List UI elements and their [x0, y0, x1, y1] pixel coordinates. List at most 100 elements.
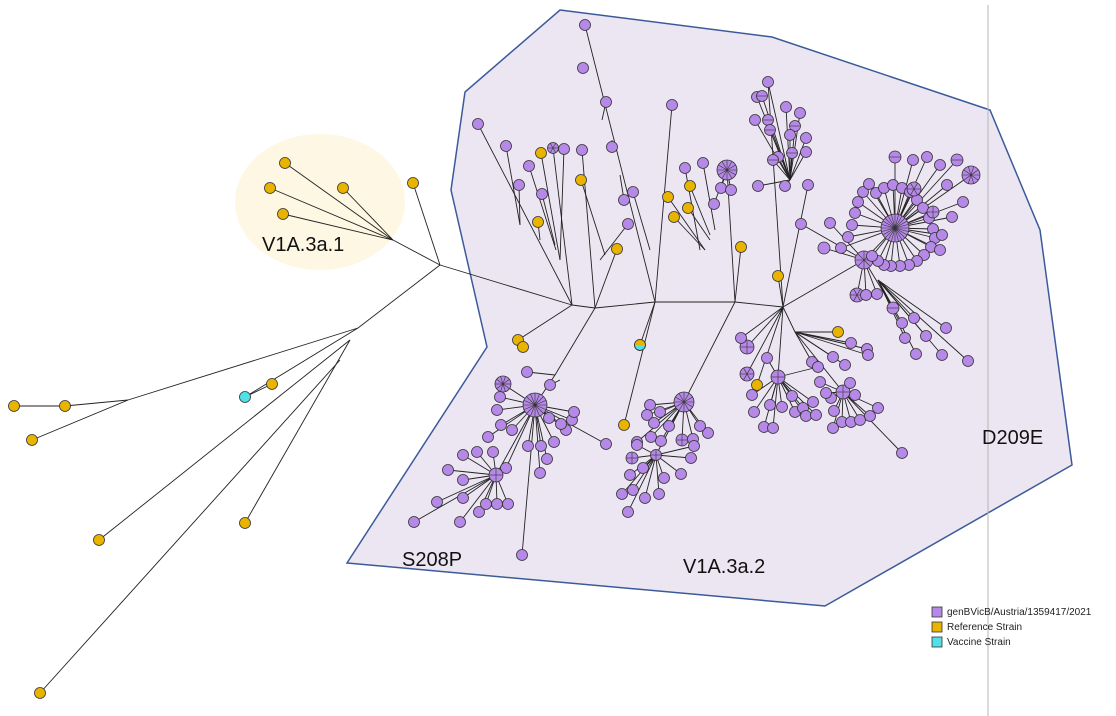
network-edge: [436, 474, 497, 503]
mutation-label-s208p: S208P: [402, 549, 462, 571]
sample-node: [697, 157, 709, 169]
sample-node: [906, 181, 922, 197]
sample-node: [641, 409, 653, 421]
network-edge: [521, 404, 536, 556]
network-edge: [459, 474, 497, 523]
sample-node: [506, 424, 518, 436]
sample-node: [637, 462, 649, 474]
network-edge: [800, 223, 865, 261]
network-edge: [687, 207, 711, 241]
sample-node: [631, 439, 643, 451]
reference-node: [279, 157, 291, 169]
sample-node: [522, 440, 534, 452]
network-edge: [627, 454, 657, 513]
network-edge: [244, 339, 351, 524]
network-edge: [894, 159, 958, 229]
sample-node: [725, 184, 737, 196]
sample-node: [849, 389, 861, 401]
legend-label-reference: Reference Strain: [947, 622, 1022, 633]
reference-node: [337, 182, 349, 194]
reference-node: [59, 400, 71, 412]
sample-node: [784, 129, 796, 141]
cluster-label-v1a3a1: V1A.3a.1: [262, 234, 344, 256]
mutation-label-d209e: D209E: [982, 427, 1043, 449]
reference-node: [575, 174, 587, 186]
sample-node: [961, 165, 981, 185]
network-edge: [772, 376, 779, 429]
reference-node: [8, 400, 20, 412]
reference-node: [532, 216, 544, 228]
legend-swatch-sample: [931, 606, 943, 618]
sample-node: [491, 498, 503, 510]
sample-node: [802, 179, 814, 191]
sample-node: [748, 406, 760, 418]
sample-node: [495, 419, 507, 431]
network-edge: [782, 306, 796, 333]
sample-node: [522, 392, 548, 418]
sample-node: [488, 467, 504, 483]
network-edge: [98, 339, 351, 541]
sample-node: [666, 99, 678, 111]
sample-node: [521, 366, 533, 378]
network-edge: [877, 279, 969, 362]
reference-node: [751, 379, 763, 391]
sample-node: [770, 369, 786, 385]
sample-node: [762, 114, 774, 126]
v1a3a2-cluster-region: [345, 9, 1073, 607]
network-edge: [439, 264, 573, 306]
sample-node: [658, 472, 670, 484]
sample-node: [857, 186, 869, 198]
network-edge: [282, 213, 394, 241]
network-edge: [632, 191, 651, 251]
sample-node: [810, 409, 822, 421]
sample-node: [864, 410, 876, 422]
sample-node: [675, 468, 687, 480]
sample-node: [536, 188, 548, 200]
network-edge: [734, 246, 742, 303]
sample-node: [776, 401, 788, 413]
sample-node: [896, 317, 908, 329]
sample-node: [616, 488, 628, 500]
sample-node: [548, 436, 560, 448]
network-edge: [639, 301, 656, 346]
sample-node: [627, 484, 639, 496]
sample-node: [673, 391, 695, 413]
network-edge: [754, 119, 791, 181]
network-edge: [528, 165, 557, 251]
sample-node: [639, 492, 651, 504]
sample-node: [812, 361, 824, 373]
reference-node: [239, 517, 251, 529]
network-edge: [667, 196, 706, 251]
sample-node: [896, 447, 908, 459]
sample-node: [746, 389, 758, 401]
network-edge: [644, 454, 657, 499]
sample-node: [842, 231, 854, 243]
network-edge: [244, 327, 359, 398]
sample-node: [941, 179, 953, 191]
sample-node: [860, 289, 872, 301]
vaccine-node: [239, 391, 251, 403]
sample-node: [845, 337, 857, 349]
network-edge: [127, 327, 359, 401]
sample-node: [936, 229, 948, 241]
network-edge: [894, 174, 972, 229]
sample-node: [794, 107, 806, 119]
sample-node: [579, 19, 591, 31]
network-edge: [505, 145, 521, 226]
sample-node: [471, 446, 483, 458]
sample-node: [814, 376, 826, 388]
sample-node: [795, 218, 807, 230]
sample-node: [866, 250, 878, 262]
sample-node: [694, 420, 706, 432]
sample-node: [839, 359, 851, 371]
sample-node: [899, 332, 911, 344]
network-edge: [571, 304, 596, 309]
network-edge: [746, 306, 784, 348]
sample-node: [650, 449, 662, 461]
sample-node: [679, 162, 691, 174]
network-edge: [64, 399, 129, 407]
sample-node: [431, 496, 443, 508]
sample-node: [735, 332, 747, 344]
network-edge: [782, 259, 865, 308]
legend-swatch-reference: [931, 621, 943, 633]
